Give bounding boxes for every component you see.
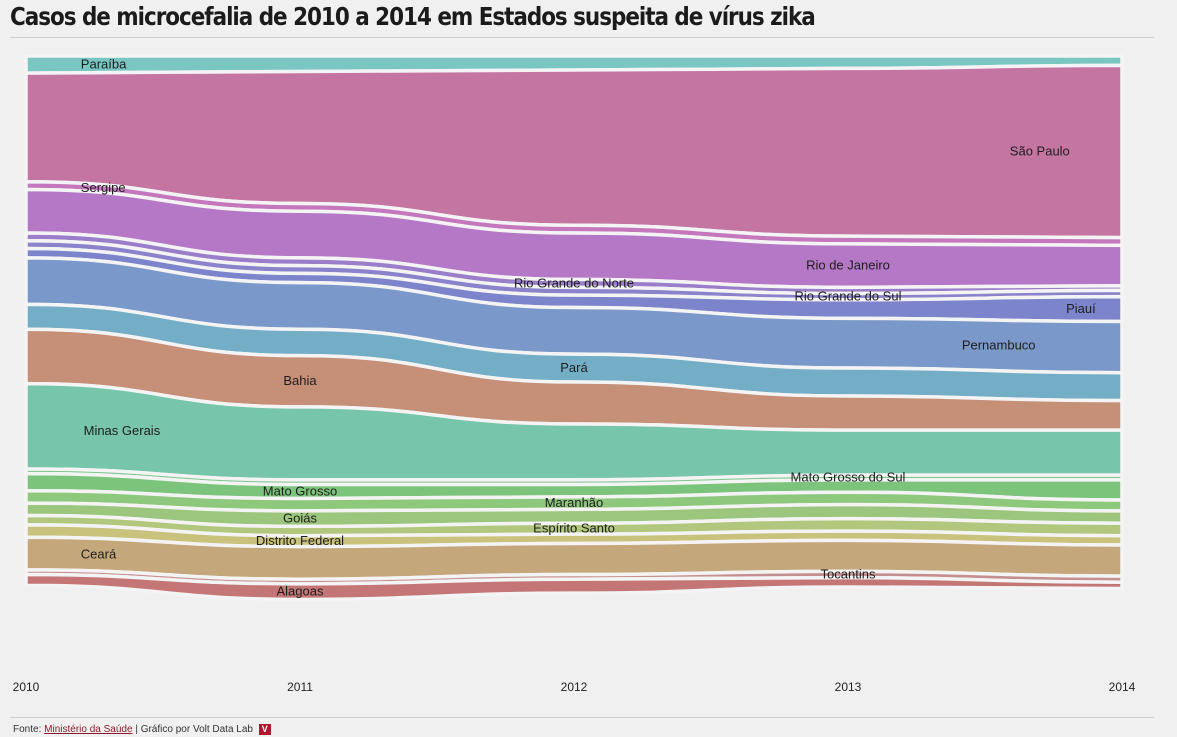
- series-label: Bahia: [283, 373, 317, 388]
- series-label: Mato Grosso: [263, 483, 337, 498]
- credit-text: Gráfico por Volt Data Lab: [140, 724, 253, 736]
- series-labels: Paraíba São Paulo Sergipe Rio de Janeiro Rio…: [81, 56, 1096, 598]
- footer-separator: |: [135, 724, 138, 736]
- series-label: Goiás: [283, 511, 317, 526]
- series-layers: [24, 54, 1124, 602]
- x-tick-label: 2012: [561, 680, 588, 694]
- footer-divider: [10, 717, 1154, 718]
- series-label: Pará: [560, 360, 588, 375]
- x-axis: 2010 2011 2012 2013 2014: [13, 680, 1136, 694]
- series-label: Distrito Federal: [256, 533, 344, 548]
- series-label: Ceará: [81, 547, 117, 562]
- x-tick-label: 2014: [1109, 680, 1136, 694]
- series-label: Piauí: [1066, 301, 1096, 316]
- series-label: Espírito Santo: [533, 521, 615, 536]
- series-label: Alagoas: [277, 584, 324, 599]
- x-tick-label: 2011: [287, 680, 313, 694]
- series-label: Tocantins: [821, 567, 876, 582]
- series-area-alagoas[interactable]: [24, 572, 1124, 602]
- series-label: Rio Grande do Sul: [795, 289, 902, 304]
- series-label: Pernambuco: [962, 337, 1036, 352]
- volt-logo-icon[interactable]: V: [258, 724, 271, 735]
- chart-title: Casos de microcefalia de 2010 a 2014 em …: [10, 2, 816, 31]
- title-divider: [10, 37, 1154, 38]
- series-label: Rio Grande do Norte: [514, 275, 634, 290]
- source-prefix: Fonte:: [13, 724, 42, 736]
- x-tick-label: 2013: [835, 680, 862, 694]
- x-tick-label: 2010: [13, 680, 40, 694]
- source-link[interactable]: Ministério da Saúde: [44, 724, 133, 736]
- series-label: Sergipe: [81, 180, 126, 195]
- series-label: Minas Gerais: [84, 423, 161, 438]
- footer: Fonte: Ministério da Saúde | Gráfico por…: [13, 724, 271, 735]
- series-label: Paraíba: [81, 56, 127, 71]
- series-label: Mato Grosso do Sul: [791, 470, 906, 485]
- series-label: Maranhão: [545, 495, 604, 510]
- series-label: São Paulo: [1010, 144, 1070, 159]
- series-label: Rio de Janeiro: [806, 258, 890, 273]
